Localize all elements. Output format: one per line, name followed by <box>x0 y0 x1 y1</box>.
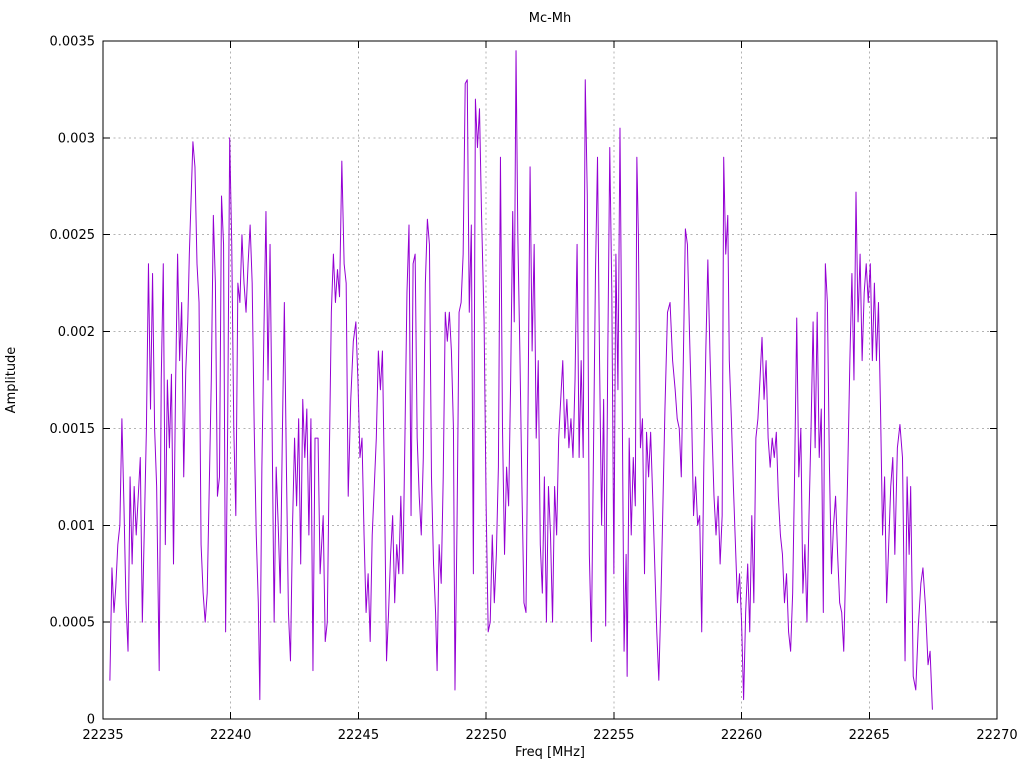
chart-title: Mc-Mh <box>529 11 572 26</box>
y-tick-label: 0.0005 <box>50 616 96 631</box>
tick-labels: 22235 22240 22245 22250 22255 22260 22265 22270… <box>50 35 1018 744</box>
amplitude-trace <box>109 50 933 710</box>
y-tick-label: 0.001 <box>58 519 95 534</box>
x-tick-label: 22255 <box>593 728 634 743</box>
x-axis-label: Freq [MHz] <box>515 745 585 760</box>
series-line <box>109 50 933 710</box>
y-tick-label: 0 <box>87 713 95 728</box>
x-tick-label: 22260 <box>721 728 762 743</box>
y-tick-label: 0.0035 <box>50 35 96 50</box>
x-tick-label: 22270 <box>976 728 1017 743</box>
x-tick-label: 22235 <box>82 728 123 743</box>
x-tick-label: 22250 <box>465 728 506 743</box>
y-tick-label: 0.0025 <box>50 228 96 243</box>
axes <box>102 40 998 720</box>
y-tick-label: 0.0015 <box>50 422 96 437</box>
plot-border <box>102 40 998 720</box>
y-axis-label: Amplitude <box>4 347 19 414</box>
y-tick-label: 0.002 <box>58 325 95 340</box>
grid-lines <box>103 41 997 719</box>
x-tick-label: 22265 <box>849 728 890 743</box>
x-tick-label: 22240 <box>210 728 251 743</box>
y-tick-label: 0.003 <box>58 131 95 146</box>
x-tick-label: 22245 <box>338 728 379 743</box>
